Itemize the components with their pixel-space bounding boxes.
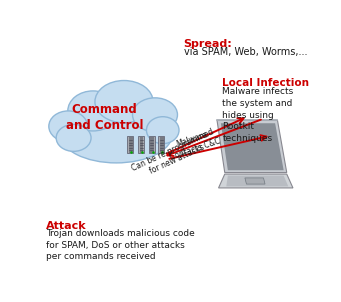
Bar [138,136,144,153]
Polygon shape [226,175,288,186]
Polygon shape [245,178,265,184]
Text: Can be re-programmed
for new attacks: Can be re-programmed for new attacks [130,127,219,182]
Bar [160,137,164,153]
Polygon shape [219,174,293,188]
Ellipse shape [147,117,179,144]
Text: Trojan downloads malicious code
for SPAM, DoS or other attacks
per commands rece: Trojan downloads malicious code for SPAM… [46,229,194,261]
Ellipse shape [60,105,173,163]
Polygon shape [221,123,284,170]
Ellipse shape [133,98,177,132]
Ellipse shape [49,111,88,142]
Text: Attack: Attack [46,221,86,231]
Text: via SPAM, Web, Worms,...: via SPAM, Web, Worms,... [184,47,307,57]
Text: Local Infection: Local Infection [222,78,309,88]
Ellipse shape [68,91,118,131]
Polygon shape [217,120,287,172]
Text: Malware infects
the system and
hides using
Rootkit
techniques: Malware infects the system and hides usi… [222,87,294,143]
Text: Malware
Contacts C&C: Malware Contacts C&C [166,127,222,162]
Bar [127,136,133,153]
Bar [139,137,143,153]
Bar [150,137,154,153]
Bar [158,136,164,153]
Bar [129,137,133,153]
Bar [149,136,155,153]
Ellipse shape [95,81,153,123]
Text: Command
and Control: Command and Control [66,103,143,132]
Text: Spread:: Spread: [184,39,233,49]
Ellipse shape [56,124,91,151]
